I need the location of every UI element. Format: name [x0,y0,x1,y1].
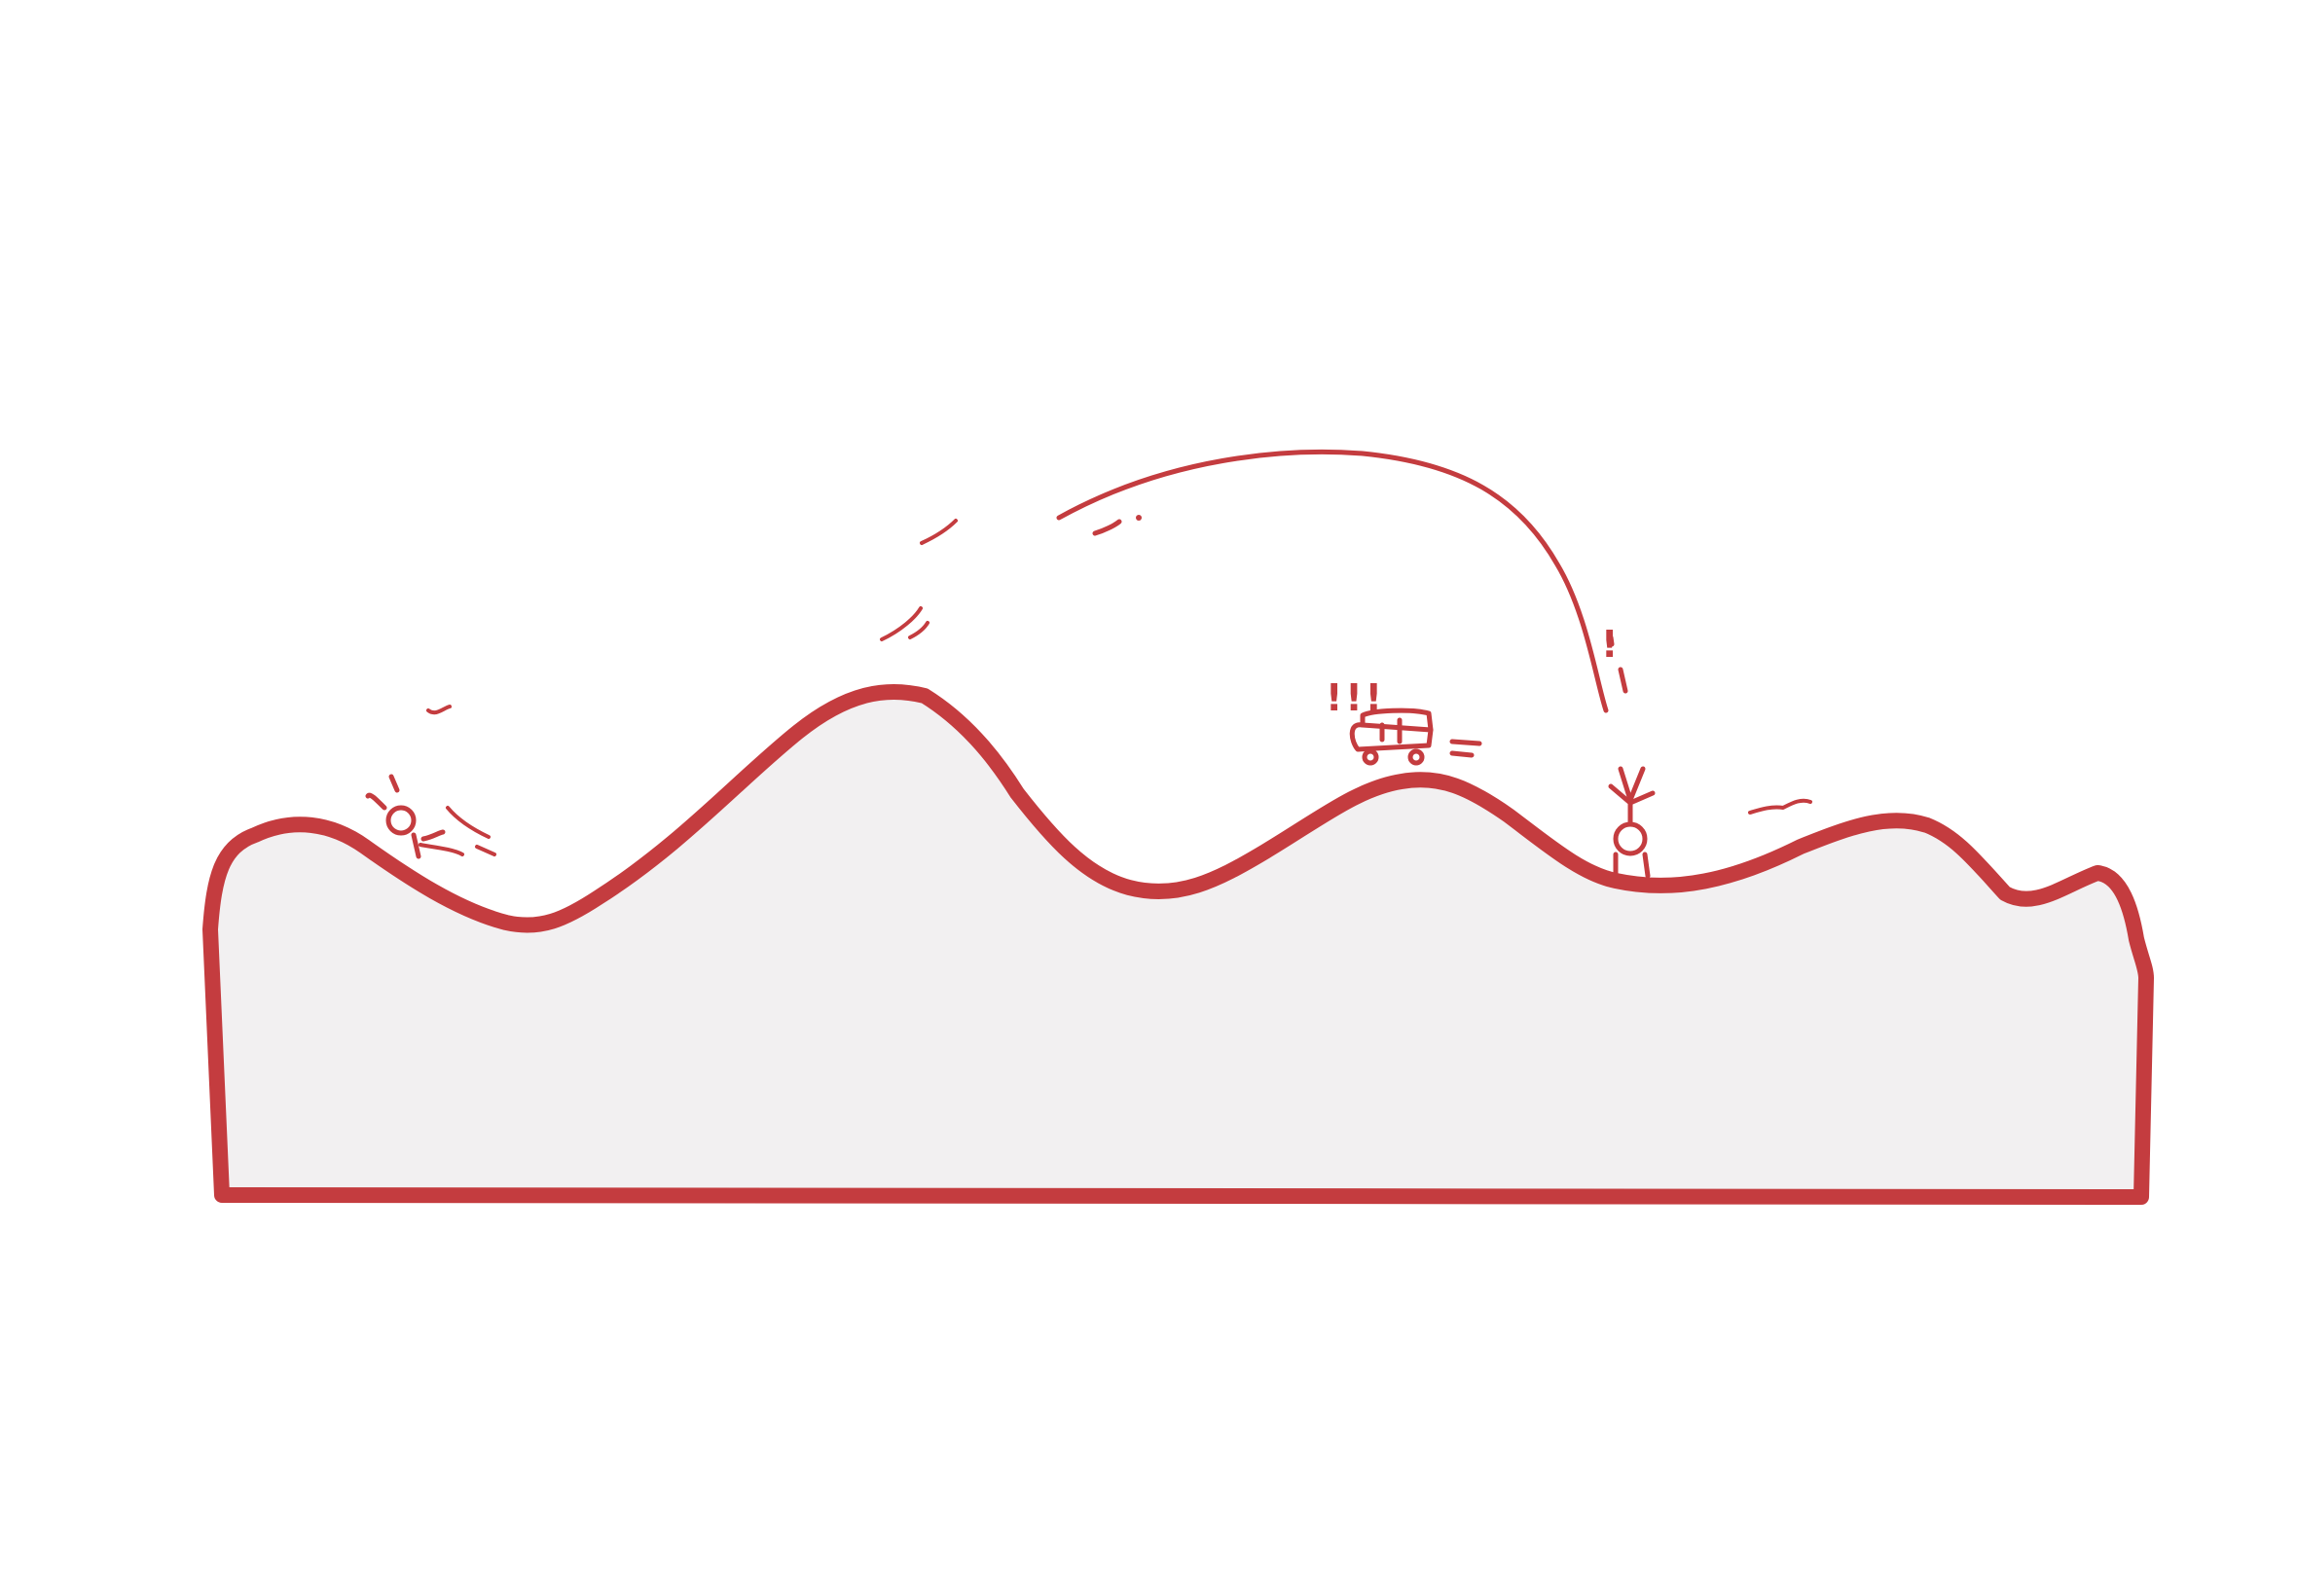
car-wheel [1362,748,1379,766]
jump-trajectory-dash [1092,519,1122,536]
landing-exclaim-mark: ! [1601,623,1622,666]
hilly-ground [202,683,2154,1205]
motion-mark [475,845,496,856]
car-exclaim-marks: !!! [1326,676,1385,719]
stick-figure-icon [365,774,446,859]
car-wheel [1407,748,1425,766]
launch-swoosh [880,606,923,641]
car-icon [1349,707,1482,758]
launch-swoosh [908,621,930,639]
motion-mark [419,843,464,856]
landing-dash [1618,667,1628,694]
jump-trajectory [1056,449,1609,713]
motion-mark [426,705,452,715]
landing-dash [1608,635,1615,647]
jump-trajectory-dot [1136,515,1142,521]
motion-mark [446,806,491,839]
stick-figure-icon [1608,766,1656,879]
launch-swoosh [920,519,958,545]
motion-mark [1748,798,1812,815]
